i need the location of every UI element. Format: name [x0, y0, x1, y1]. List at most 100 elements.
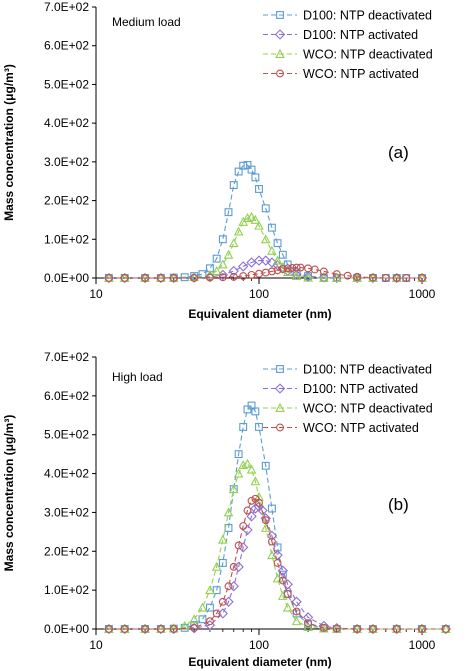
data-point — [392, 274, 401, 282]
data-point — [310, 265, 319, 274]
y-axis-label: Mass concentration (μg/m³) — [2, 64, 16, 221]
data-point — [319, 623, 328, 632]
series-line — [108, 463, 446, 630]
y-tick-label: 7.0E+02 — [44, 0, 89, 14]
data-point — [261, 461, 270, 470]
data-point — [368, 625, 377, 633]
data-point — [189, 272, 199, 282]
y-tick-label: 5.0E+02 — [44, 77, 89, 91]
chart-panel-a: 0.0E+00 1.0E+02 2.0E+02 3.0E+02 4.0E+02 5.0E+… — [2, 0, 436, 321]
data-point — [319, 623, 329, 633]
data-point — [343, 271, 352, 280]
data-point — [283, 264, 292, 273]
data-point — [169, 625, 178, 633]
data-point — [278, 265, 287, 274]
data-point — [260, 513, 271, 524]
y-tick-label: 2.0E+02 — [44, 544, 89, 558]
data-point — [189, 614, 199, 624]
data-point — [243, 161, 252, 169]
series-circle — [104, 494, 450, 633]
data-point — [441, 625, 450, 633]
data-point — [233, 468, 244, 478]
data-point — [296, 263, 305, 272]
data-point — [304, 619, 313, 628]
y-tick-label: 0.0E+00 — [44, 271, 89, 285]
data-point — [223, 249, 234, 259]
data-point — [224, 582, 233, 591]
data-point — [272, 255, 283, 265]
data-point — [229, 272, 238, 281]
data-point — [156, 274, 165, 282]
data-point — [218, 235, 227, 244]
data-point — [291, 596, 302, 607]
data-point — [211, 265, 222, 275]
data-point — [332, 270, 341, 279]
data-point — [381, 274, 390, 282]
y-tick-label: 6.0E+02 — [44, 389, 89, 403]
data-point — [238, 261, 249, 272]
legend-marker — [276, 11, 284, 19]
data-point — [402, 274, 411, 282]
series-diamond — [103, 501, 451, 635]
data-point — [319, 272, 329, 282]
series-triangle — [104, 458, 451, 633]
data-point — [247, 496, 256, 505]
legend-marker — [275, 48, 285, 58]
legend-entry: WCO: NTP deactivated — [303, 48, 433, 62]
panel-label: (a) — [388, 143, 409, 162]
data-point — [224, 208, 233, 217]
data-point — [260, 234, 271, 244]
data-point — [190, 623, 199, 632]
data-point — [273, 558, 282, 567]
data-point — [141, 625, 150, 633]
data-point — [277, 565, 288, 576]
legend-marker — [274, 29, 286, 40]
y-tick-label: 2.0E+02 — [44, 194, 89, 208]
data-point — [368, 273, 377, 282]
data-point — [352, 272, 362, 282]
y-tick-label: 5.0E+02 — [44, 428, 89, 442]
data-point — [218, 534, 228, 544]
data-point — [250, 503, 261, 514]
y-tick-label: 4.0E+02 — [44, 116, 89, 130]
y-axis-label: Mass concentration (μg/m³) — [2, 415, 16, 572]
data-point — [303, 621, 313, 632]
data-point — [267, 245, 277, 255]
data-point — [179, 620, 190, 630]
data-point — [303, 272, 313, 282]
data-point — [251, 173, 260, 182]
data-point — [218, 597, 227, 606]
data-point — [120, 274, 129, 282]
legend-marker — [276, 365, 284, 373]
data-point — [168, 623, 179, 633]
data-point — [212, 586, 221, 595]
x-tick-label: 100 — [249, 638, 269, 652]
data-point — [229, 562, 238, 571]
data-point — [267, 550, 277, 560]
data-point — [205, 617, 214, 626]
x-axis-label: Equivalent diameter (nm) — [188, 655, 331, 669]
series-line — [108, 266, 422, 279]
data-point — [291, 270, 302, 281]
data-point — [255, 185, 263, 193]
data-point — [247, 165, 256, 174]
legend-entry: D100: NTP activated — [303, 28, 418, 42]
data-point — [197, 602, 208, 612]
data-point — [418, 274, 426, 282]
x-tick-label: 10 — [89, 638, 103, 652]
y-tick-label: 1.0E+02 — [44, 583, 89, 597]
data-point — [218, 259, 228, 269]
chart-panel-b: 0.0E+00 1.0E+02 2.0E+02 3.0E+02 4.0E+02 5.0E+… — [2, 350, 451, 669]
series-triangle — [104, 211, 427, 282]
data-point — [246, 211, 257, 221]
legend-entry: WCO: NTP activated — [303, 421, 419, 435]
data-point — [353, 272, 362, 281]
y-tick-label: 4.0E+02 — [44, 467, 89, 481]
data-point — [302, 612, 314, 623]
data-point — [318, 272, 330, 283]
data-point — [278, 570, 287, 579]
data-point — [205, 603, 214, 612]
data-point — [190, 621, 199, 630]
series-square — [104, 161, 426, 282]
